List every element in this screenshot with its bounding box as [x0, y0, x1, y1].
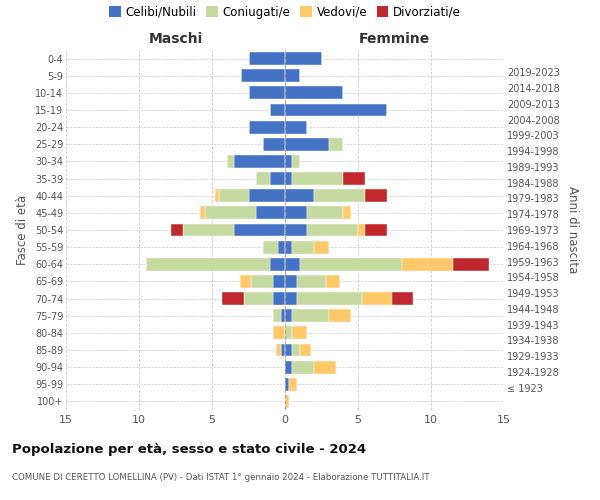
Bar — [240, 275, 251, 288]
Bar — [292, 344, 299, 356]
Bar — [256, 172, 271, 185]
Bar — [278, 240, 285, 254]
Bar — [256, 206, 285, 220]
Bar — [285, 70, 299, 82]
Bar — [285, 138, 329, 150]
Bar — [285, 206, 307, 220]
Bar — [307, 206, 343, 220]
Bar — [244, 292, 274, 305]
Bar — [248, 86, 285, 100]
Bar — [276, 344, 281, 356]
Bar — [392, 292, 413, 305]
Text: COMUNE DI CERETTO LOMELLINA (PV) - Dati ISTAT 1° gennaio 2024 - Elaborazione TUT: COMUNE DI CERETTO LOMELLINA (PV) - Dati … — [12, 472, 430, 482]
Bar — [263, 138, 285, 150]
Bar — [146, 258, 271, 270]
Bar — [271, 104, 285, 117]
Bar — [285, 104, 387, 117]
Bar — [271, 258, 285, 270]
Bar — [329, 138, 343, 150]
Bar — [234, 224, 285, 236]
Bar — [285, 310, 292, 322]
Text: Maschi: Maschi — [148, 32, 203, 46]
Bar — [251, 275, 274, 288]
Y-axis label: Fasce di età: Fasce di età — [16, 195, 29, 265]
Bar — [234, 155, 285, 168]
Bar — [183, 224, 234, 236]
Text: Popolazione per età, sesso e stato civile - 2024: Popolazione per età, sesso e stato civil… — [12, 442, 366, 456]
Bar — [248, 120, 285, 134]
Bar — [285, 292, 296, 305]
Bar — [205, 206, 256, 220]
Bar — [285, 395, 289, 408]
Bar — [292, 310, 329, 322]
Bar — [285, 224, 307, 236]
Bar — [274, 310, 281, 322]
Y-axis label: Anni di nascita: Anni di nascita — [566, 186, 579, 274]
Bar — [314, 190, 365, 202]
Legend: Celibi/Nubili, Coniugati/e, Vedovi/e, Divorziati/e: Celibi/Nubili, Coniugati/e, Vedovi/e, Di… — [109, 6, 461, 18]
Bar — [281, 344, 285, 356]
Bar — [285, 360, 292, 374]
Bar — [365, 224, 387, 236]
Bar — [343, 172, 365, 185]
Bar — [274, 275, 285, 288]
Bar — [227, 155, 234, 168]
Bar — [281, 310, 285, 322]
Bar — [215, 190, 220, 202]
Bar — [402, 258, 453, 270]
Bar — [222, 292, 244, 305]
Bar — [285, 275, 296, 288]
Bar — [299, 258, 402, 270]
Bar — [296, 292, 362, 305]
Bar — [274, 292, 285, 305]
Bar — [292, 326, 307, 340]
Bar — [285, 120, 307, 134]
Bar — [285, 378, 289, 390]
Bar — [362, 292, 392, 305]
Bar — [285, 190, 314, 202]
Bar — [365, 190, 387, 202]
Bar — [314, 360, 336, 374]
Bar — [329, 310, 350, 322]
Bar — [299, 344, 311, 356]
Bar — [314, 240, 329, 254]
Bar — [248, 190, 285, 202]
Bar — [271, 172, 285, 185]
Bar — [292, 360, 314, 374]
Bar — [285, 52, 322, 65]
Bar — [453, 258, 490, 270]
Bar — [241, 70, 285, 82]
Bar — [263, 240, 278, 254]
Bar — [289, 378, 296, 390]
Bar — [285, 344, 292, 356]
Bar — [248, 52, 285, 65]
Bar — [358, 224, 365, 236]
Bar — [292, 155, 299, 168]
Bar — [285, 326, 292, 340]
Bar — [292, 172, 343, 185]
Bar — [274, 326, 285, 340]
Bar — [285, 240, 292, 254]
Bar — [285, 86, 343, 100]
Bar — [220, 190, 248, 202]
Bar — [285, 155, 292, 168]
Bar — [285, 172, 292, 185]
Bar — [285, 258, 299, 270]
Text: Femmine: Femmine — [359, 32, 430, 46]
Bar — [326, 275, 340, 288]
Bar — [343, 206, 350, 220]
Bar — [292, 240, 314, 254]
Bar — [296, 275, 326, 288]
Bar — [171, 224, 183, 236]
Bar — [200, 206, 205, 220]
Bar — [307, 224, 358, 236]
